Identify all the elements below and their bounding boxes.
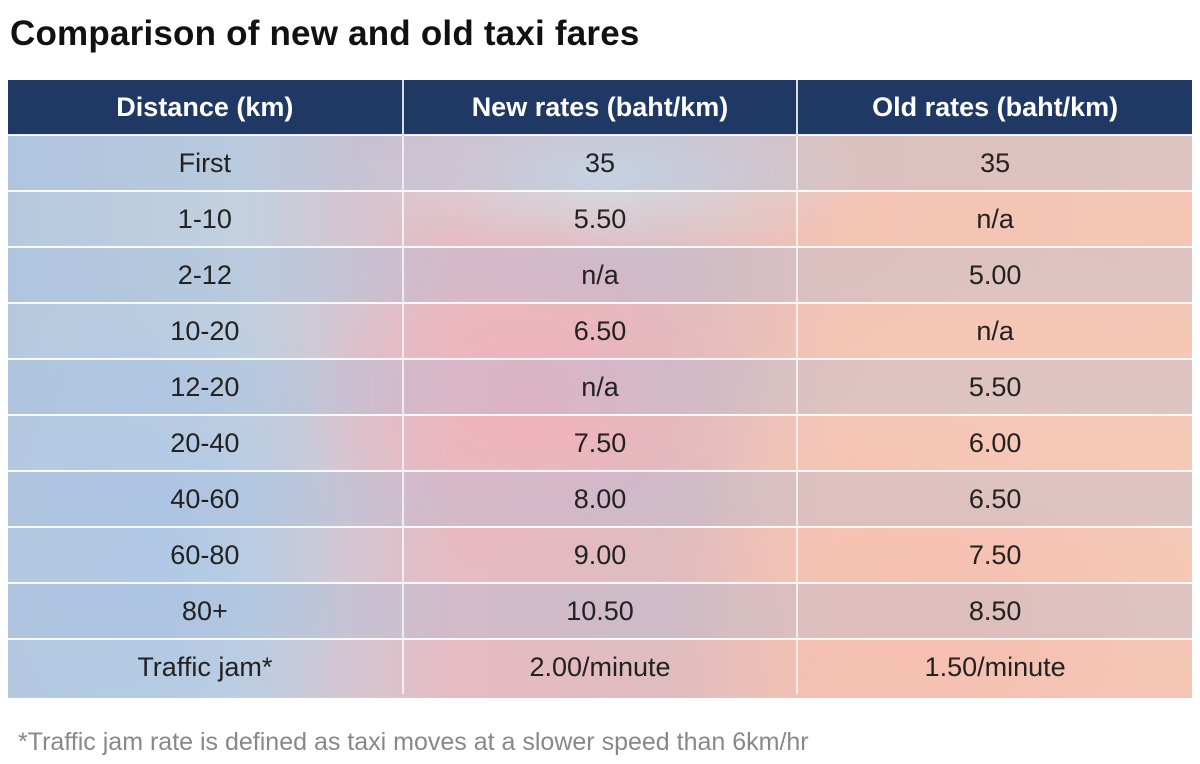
table-header-row: Distance (km) New rates (baht/km) Old rate… [8, 80, 1192, 135]
table-row: 10-20 6.50 n/a [8, 302, 1192, 359]
column-header: Distance (km) [8, 80, 404, 135]
footnote: *Traffic jam rate is defined as taxi mov… [18, 728, 809, 756]
fare-table-grid: Distance (km) New rates (baht/km) Old rate… [8, 80, 1192, 694]
table-cell: 40-60 [8, 470, 404, 527]
table-row: 80+ 10.50 8.50 [8, 582, 1192, 639]
table-row: 12-20 n/a 5.50 [8, 358, 1192, 415]
table-cell: 10-20 [8, 302, 404, 359]
column-header: New rates (baht/km) [402, 80, 799, 135]
table-cell: 12-20 [8, 358, 404, 415]
table-cell: 1.50/minute [797, 638, 1192, 694]
table-cell: 5.50 [402, 190, 799, 247]
table-cell: 35 [402, 134, 799, 191]
table-row: 1-10 5.50 n/a [8, 190, 1192, 247]
table-cell: n/a [797, 302, 1192, 359]
table-cell: 5.00 [797, 246, 1192, 303]
table-cell: n/a [402, 358, 799, 415]
page-title: Comparison of new and old taxi fares [10, 14, 640, 53]
table-row: 2-12 n/a 5.00 [8, 246, 1192, 303]
table-cell: 60-80 [8, 526, 404, 583]
table-cell: 1-10 [8, 190, 404, 247]
table-cell: 2.00/minute [402, 638, 799, 694]
table-cell: 8.50 [797, 582, 1192, 639]
table-cell: Traffic jam* [8, 638, 404, 694]
table-cell: 6.50 [797, 470, 1192, 527]
fare-table: Distance (km) New rates (baht/km) Old rate… [8, 80, 1192, 698]
table-cell: 7.50 [402, 414, 799, 471]
table-cell: 6.00 [797, 414, 1192, 471]
table-cell: 20-40 [8, 414, 404, 471]
table-cell: 2-12 [8, 246, 404, 303]
table-cell: 6.50 [402, 302, 799, 359]
table-cell: First [8, 134, 404, 191]
table-row: First 35 35 [8, 134, 1192, 191]
table-row: 40-60 8.00 6.50 [8, 470, 1192, 527]
table-cell: n/a [797, 190, 1192, 247]
table-cell: 9.00 [402, 526, 799, 583]
table-cell: 5.50 [797, 358, 1192, 415]
table-cell: 10.50 [402, 582, 799, 639]
table-row: Traffic jam* 2.00/minute 1.50/minute [8, 638, 1192, 694]
table-cell: 35 [797, 134, 1192, 191]
column-header: Old rates (baht/km) [797, 80, 1192, 135]
table-cell: 80+ [8, 582, 404, 639]
table-cell: 7.50 [797, 526, 1192, 583]
table-cell: 8.00 [402, 470, 799, 527]
table-row: 60-80 9.00 7.50 [8, 526, 1192, 583]
table-cell: n/a [402, 246, 799, 303]
table-row: 20-40 7.50 6.00 [8, 414, 1192, 471]
